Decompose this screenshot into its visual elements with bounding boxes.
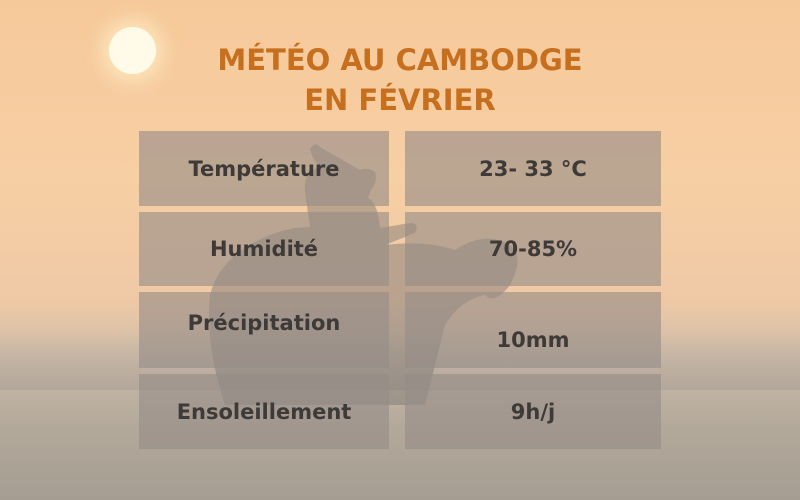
row-value-humidity: 70-85%: [405, 212, 661, 286]
row-value-sunshine: 9h/j: [405, 374, 661, 449]
row-label-humidity: Humidité: [139, 212, 389, 286]
title-line-2: EN FÉVRIER: [304, 83, 496, 117]
row-label-precipitation: Précipitation: [139, 292, 389, 368]
horizon-haze: [0, 330, 800, 390]
row-value-precipitation: 10mm: [405, 292, 661, 368]
sun-image: [109, 27, 156, 74]
row-label-sunshine: Ensoleillement: [139, 374, 389, 449]
row-value-temperature: 23- 33 °C: [405, 131, 661, 206]
page-title: MÉTÉO AU CAMBODGE EN FÉVRIER: [150, 40, 650, 120]
row-label-temperature: Température: [139, 131, 389, 206]
title-line-1: MÉTÉO AU CAMBODGE: [217, 43, 583, 77]
